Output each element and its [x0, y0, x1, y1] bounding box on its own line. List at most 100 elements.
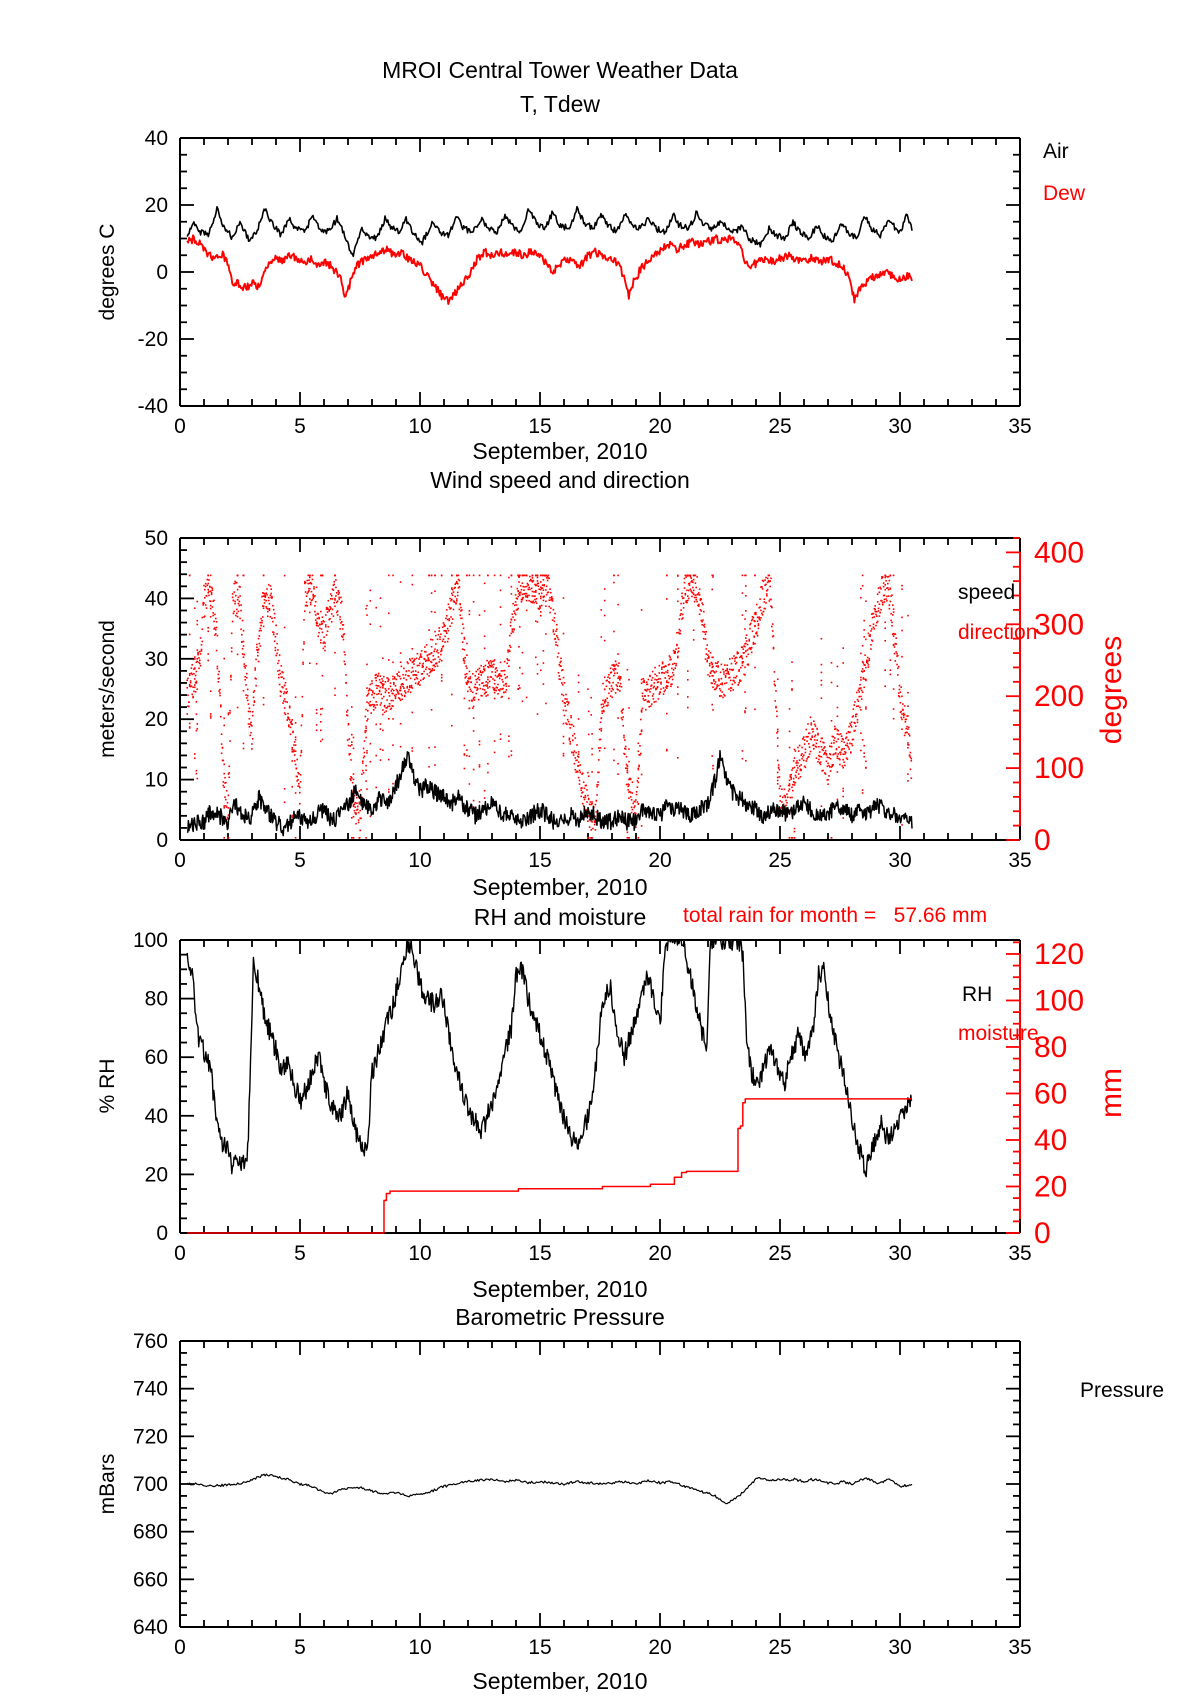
series-direction: [186, 574, 913, 839]
y-tick-label: 20: [145, 194, 168, 217]
yaxis-label-percent-rh: % RH: [96, 1058, 119, 1114]
series-RH: [186, 939, 913, 1178]
y-tick-label: 680: [133, 1521, 168, 1544]
y-tick-label: 660: [133, 1568, 168, 1591]
y-tick-label: 30: [145, 648, 168, 671]
y-tick-label: 760: [133, 1330, 168, 1353]
yaxis-label-degrees: degrees: [1095, 635, 1128, 745]
x-tick-label: 5: [294, 415, 306, 438]
y-tick-label: 80: [145, 988, 168, 1011]
x-tick-label: 20: [648, 415, 671, 438]
x-tick-label: 35: [1008, 415, 1031, 438]
total-rain-annotation: total rain for month = 57.66 mm: [683, 904, 988, 927]
y-tick-label: 60: [145, 1046, 168, 1069]
legend-dew: Dew: [1043, 182, 1086, 205]
x-tick-label: 0: [174, 415, 186, 438]
chart-temp-title: T, Tdew: [519, 91, 601, 117]
legend-direction: direction: [958, 621, 1038, 644]
xaxis-label-wind: September, 2010: [472, 874, 648, 900]
right-y-tick-label: 200: [1034, 680, 1084, 713]
x-tick-label: 10: [408, 1242, 431, 1265]
x-tick-label: 30: [888, 415, 911, 438]
yaxis-label-mm: mm: [1095, 1068, 1128, 1118]
y-tick-label: 0: [156, 261, 168, 284]
yaxis-label-mbars: mBars: [96, 1453, 119, 1515]
y-tick-label: 0: [156, 829, 168, 852]
series-speed: [186, 749, 913, 837]
legend-moisture: moisture: [958, 1022, 1039, 1045]
y-tick-label: 100: [133, 929, 168, 952]
x-tick-label: 30: [888, 1242, 911, 1265]
series-Pressure: [186, 1473, 913, 1505]
legend-speed: speed: [958, 581, 1016, 604]
y-tick-label: 0: [156, 1222, 168, 1245]
x-tick-label: 35: [1008, 1242, 1031, 1265]
x-tick-label: 15: [528, 1636, 551, 1659]
y-tick-label: 40: [145, 127, 168, 150]
y-tick-label: 50: [145, 527, 168, 550]
right-y-tick-label: 0: [1034, 824, 1051, 857]
x-tick-label: 25: [768, 1242, 791, 1265]
right-y-tick-label: 300: [1034, 608, 1084, 641]
xaxis-label-temp: September, 2010: [472, 438, 648, 464]
y-tick-label: 40: [145, 587, 168, 610]
right-y-tick-label: 400: [1034, 536, 1084, 569]
xaxis-label-pressure: September, 2010: [472, 1668, 648, 1694]
y-tick-label: -40: [138, 395, 168, 418]
x-tick-label: 10: [408, 1636, 431, 1659]
xaxis-label-rh: September, 2010: [472, 1276, 648, 1302]
page-title: MROI Central Tower Weather Data: [382, 57, 738, 83]
right-y-tick-label: 100: [1034, 752, 1084, 785]
x-tick-label: 5: [294, 849, 306, 872]
right-y-tick-label: 100: [1034, 984, 1084, 1017]
right-y-tick-label: 120: [1034, 938, 1084, 971]
x-tick-label: 30: [888, 1636, 911, 1659]
x-tick-label: 35: [1008, 1636, 1031, 1659]
x-tick-label: 20: [648, 1636, 671, 1659]
series-Dew: [186, 234, 913, 305]
x-tick-label: 15: [528, 415, 551, 438]
x-tick-label: 0: [174, 1636, 186, 1659]
y-tick-label: 10: [145, 769, 168, 792]
x-tick-label: 10: [408, 415, 431, 438]
x-tick-label: 5: [294, 1636, 306, 1659]
y-tick-label: 640: [133, 1616, 168, 1639]
yaxis-label-meters-second: meters/second: [96, 620, 119, 758]
y-tick-label: 700: [133, 1473, 168, 1496]
series-Air: [186, 205, 913, 258]
legend-air: Air: [1043, 140, 1069, 163]
x-tick-label: 35: [1008, 849, 1031, 872]
right-y-tick-label: 40: [1034, 1124, 1067, 1157]
legend-rh: RH: [962, 983, 993, 1006]
y-tick-label: 720: [133, 1425, 168, 1448]
x-tick-label: 30: [888, 849, 911, 872]
x-tick-label: 0: [174, 1242, 186, 1265]
x-tick-label: 0: [174, 849, 186, 872]
series-moisture: [187, 1098, 912, 1234]
x-tick-label: 10: [408, 849, 431, 872]
x-tick-label: 25: [768, 415, 791, 438]
y-tick-label: 20: [145, 708, 168, 731]
y-tick-label: 740: [133, 1378, 168, 1401]
x-tick-label: 20: [648, 849, 671, 872]
right-y-tick-label: 20: [1034, 1170, 1067, 1203]
right-y-tick-label: 0: [1034, 1217, 1051, 1250]
chart-pressure-title: Barometric Pressure: [455, 1304, 665, 1330]
x-tick-label: 25: [768, 1636, 791, 1659]
x-tick-label: 20: [648, 1242, 671, 1265]
x-tick-label: 25: [768, 849, 791, 872]
chart-rh-title: RH and moisture: [473, 904, 647, 930]
x-tick-label: 15: [528, 1242, 551, 1265]
y-tick-label: -20: [138, 328, 168, 351]
y-tick-label: 40: [145, 1105, 168, 1128]
chart-wind-title: Wind speed and direction: [430, 467, 690, 493]
y-tick-label: 20: [145, 1163, 168, 1186]
right-y-tick-label: 80: [1034, 1031, 1067, 1064]
x-tick-label: 15: [528, 849, 551, 872]
right-y-tick-label: 60: [1034, 1077, 1067, 1110]
yaxis-label-degrees-c: degrees C: [96, 223, 119, 321]
x-tick-label: 5: [294, 1242, 306, 1265]
legend-pressure: Pressure: [1080, 1379, 1165, 1402]
